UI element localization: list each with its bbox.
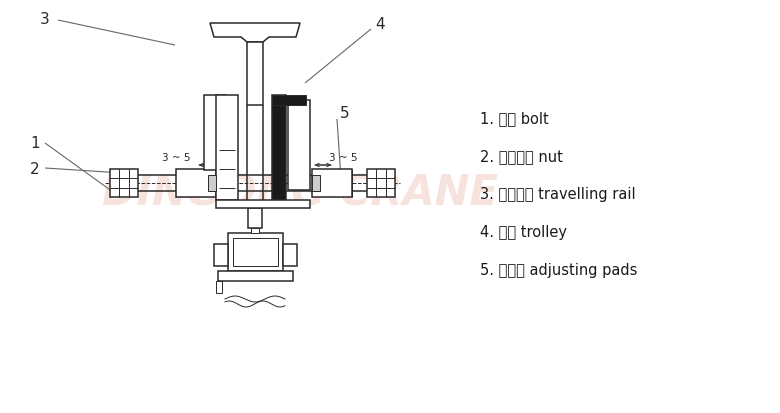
Bar (247, 43, 263, 106)
Bar (312, 176, 320, 192)
Text: 5: 5 (340, 106, 349, 121)
Bar (228, 233, 282, 271)
Text: 1: 1 (30, 136, 40, 151)
Polygon shape (210, 24, 300, 43)
Bar (110, 170, 138, 197)
Bar (272, 96, 306, 106)
Bar (216, 96, 238, 201)
Text: 3 ~ 5: 3 ~ 5 (328, 153, 357, 163)
Text: 4: 4 (375, 17, 385, 31)
Text: 1. 穿钉 bolt: 1. 穿钉 bolt (480, 111, 549, 126)
Bar (215, 281, 222, 293)
Text: 5. 调整垫 adjusting pads: 5. 调整垫 adjusting pads (480, 263, 637, 278)
Bar (367, 170, 395, 197)
Text: 2: 2 (30, 161, 40, 176)
Bar (208, 176, 216, 192)
Bar (251, 228, 259, 233)
Bar (216, 201, 310, 209)
Text: 4. 跑车 trolley: 4. 跑车 trolley (480, 225, 567, 240)
Bar (282, 244, 296, 266)
Bar (312, 170, 352, 197)
Bar (214, 244, 228, 266)
Bar (288, 101, 310, 190)
Text: DINGONG CRANE: DINGONG CRANE (102, 173, 498, 214)
Bar (176, 170, 216, 197)
Text: 3 ~ 5: 3 ~ 5 (161, 153, 190, 163)
Bar (248, 209, 262, 228)
Text: 3. 运行轨道 travelling rail: 3. 运行轨道 travelling rail (480, 187, 636, 202)
Bar (204, 96, 226, 171)
Bar (232, 238, 278, 266)
Bar (272, 96, 286, 201)
Bar (218, 271, 292, 281)
Text: 3: 3 (40, 12, 50, 26)
Text: 2. 穿钉螺母 nut: 2. 穿钉螺母 nut (480, 149, 563, 164)
